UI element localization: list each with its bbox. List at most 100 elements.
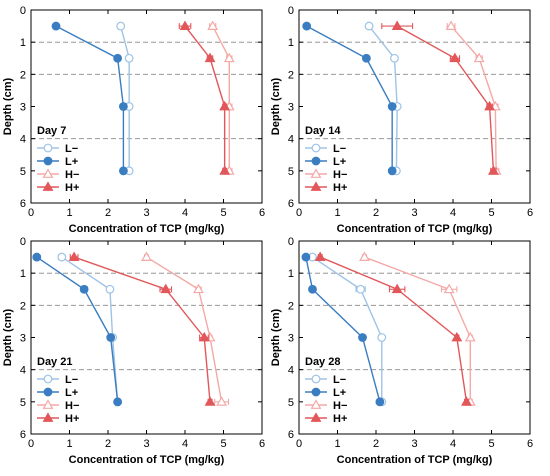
legend-marker: [43, 374, 53, 384]
legend-label: L−: [333, 374, 346, 386]
y-tick-label: 0: [20, 236, 26, 248]
legend-marker: [42, 168, 54, 178]
x-tick-label: 5: [220, 438, 226, 450]
data-point: [68, 251, 80, 261]
series-line: [450, 25, 497, 171]
series-Hplus: [178, 20, 231, 175]
legend-label: H−: [65, 400, 79, 412]
x-tick-label: 6: [259, 207, 265, 219]
data-point: [106, 333, 116, 342]
x-tick-label: 3: [411, 438, 417, 450]
data-point: [207, 20, 219, 30]
x-tick-label: 1: [334, 207, 340, 219]
x-axis-label: Concentration of TCP (mg/kg): [337, 223, 493, 235]
y-tick-label: 5: [20, 166, 26, 178]
series-line: [120, 25, 130, 171]
y-tick-label: 3: [288, 333, 294, 345]
series-Lplus: [301, 252, 385, 407]
x-tick-label: 1: [66, 207, 72, 219]
x-axis-label: Concentration of TCP (mg/kg): [69, 223, 225, 235]
x-tick-label: 3: [143, 207, 149, 219]
series-line: [61, 256, 119, 402]
data-point: [377, 333, 387, 342]
y-tick-label: 4: [20, 365, 26, 377]
y-tick-label: 2: [288, 69, 294, 81]
data-point: [216, 396, 228, 406]
legend-marker: [42, 412, 54, 422]
y-tick-label: 3: [20, 102, 26, 114]
series-Hplus: [68, 251, 216, 406]
legend: L−L+H−H+: [37, 374, 79, 425]
data-point: [358, 333, 367, 342]
data-point: [356, 284, 366, 294]
x-tick-label: 0: [296, 207, 302, 219]
x-tick-label: 3: [411, 207, 417, 219]
x-tick-label: 3: [143, 438, 149, 450]
data-point: [301, 252, 311, 262]
series-line: [212, 25, 230, 171]
legend-marker: [43, 143, 53, 153]
series-Hminus: [141, 251, 230, 406]
data-point: [198, 331, 210, 342]
x-tick-label: 2: [373, 207, 379, 219]
data-point: [141, 251, 152, 261]
legend-marker: [311, 374, 321, 384]
data-point: [464, 331, 476, 342]
y-tick-label: 0: [288, 5, 294, 17]
x-axis-label: Concentration of TCP (mg/kg): [337, 454, 493, 466]
y-axis-label: Depth (cm): [2, 77, 14, 135]
x-tick-label: 4: [182, 438, 188, 450]
data-point: [219, 165, 231, 175]
series-line: [146, 256, 223, 402]
legend-marker: [310, 181, 322, 191]
data-point: [160, 283, 172, 294]
y-axis-label: Depth (cm): [270, 308, 282, 366]
y-tick-label: 6: [288, 198, 294, 210]
y-tick-label: 0: [20, 5, 26, 17]
y-tick-label: 2: [20, 69, 26, 81]
series-line: [312, 256, 383, 402]
series-line: [368, 25, 398, 171]
legend-marker: [310, 399, 322, 409]
x-axis-label: Concentration of TCP (mg/kg): [69, 454, 225, 466]
data-point: [375, 397, 385, 407]
x-tick-label: 0: [28, 207, 34, 219]
legend-label: H+: [65, 182, 79, 194]
legend-label: H+: [65, 413, 79, 425]
data-point: [116, 21, 126, 31]
y-tick-label: 6: [20, 429, 26, 441]
data-point: [484, 100, 496, 111]
data-point: [124, 53, 134, 63]
panel-day-label: Day 21: [37, 356, 72, 368]
y-tick-label: 3: [20, 333, 26, 345]
panel-day-label: Day 28: [305, 356, 340, 368]
data-point: [308, 284, 317, 294]
legend-label: L+: [65, 156, 78, 168]
legend-label: H+: [333, 182, 347, 194]
data-point: [390, 53, 399, 63]
x-tick-label: 5: [488, 438, 494, 450]
x-tick-label: 4: [182, 207, 188, 219]
legend-label: L−: [333, 143, 346, 155]
legend: L−L+H−H+: [37, 143, 79, 194]
series-Lplus: [302, 21, 397, 176]
data-point: [473, 52, 485, 63]
data-point: [113, 397, 123, 407]
data-point: [193, 283, 204, 294]
legend-marker: [310, 168, 322, 178]
series-Hminus: [207, 20, 235, 175]
legend-marker: [43, 387, 53, 397]
legend-marker: [42, 399, 54, 409]
data-point: [361, 53, 371, 63]
series-Lplus: [51, 21, 128, 176]
legend-label: L−: [65, 374, 78, 386]
x-tick-label: 5: [220, 207, 226, 219]
data-point: [118, 102, 128, 111]
y-tick-label: 5: [288, 166, 294, 178]
data-point: [391, 283, 403, 294]
y-tick-label: 0: [288, 236, 294, 248]
x-tick-label: 6: [527, 207, 533, 219]
y-tick-label: 5: [288, 397, 294, 409]
